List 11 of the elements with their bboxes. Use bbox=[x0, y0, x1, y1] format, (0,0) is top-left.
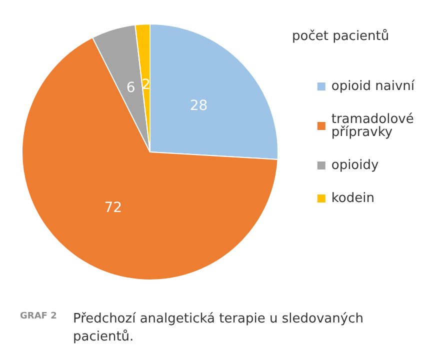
legend-label: opioidy bbox=[331, 158, 379, 173]
data-label: 72 bbox=[104, 200, 122, 216]
data-label: 28 bbox=[190, 98, 208, 114]
data-label: 6 bbox=[126, 80, 136, 96]
legend-label: tramadolové přípravky bbox=[331, 112, 418, 140]
legend-label: kodein bbox=[331, 191, 374, 206]
data-label: 2 bbox=[142, 77, 151, 94]
text: Předchozí analgetická terapie u sledovaných pacientů. bbox=[73, 312, 368, 344]
text: GRAF 2 bbox=[20, 312, 57, 322]
legend-title: počet pacientů bbox=[292, 28, 390, 44]
legend-label: opioid naivní bbox=[331, 79, 415, 94]
